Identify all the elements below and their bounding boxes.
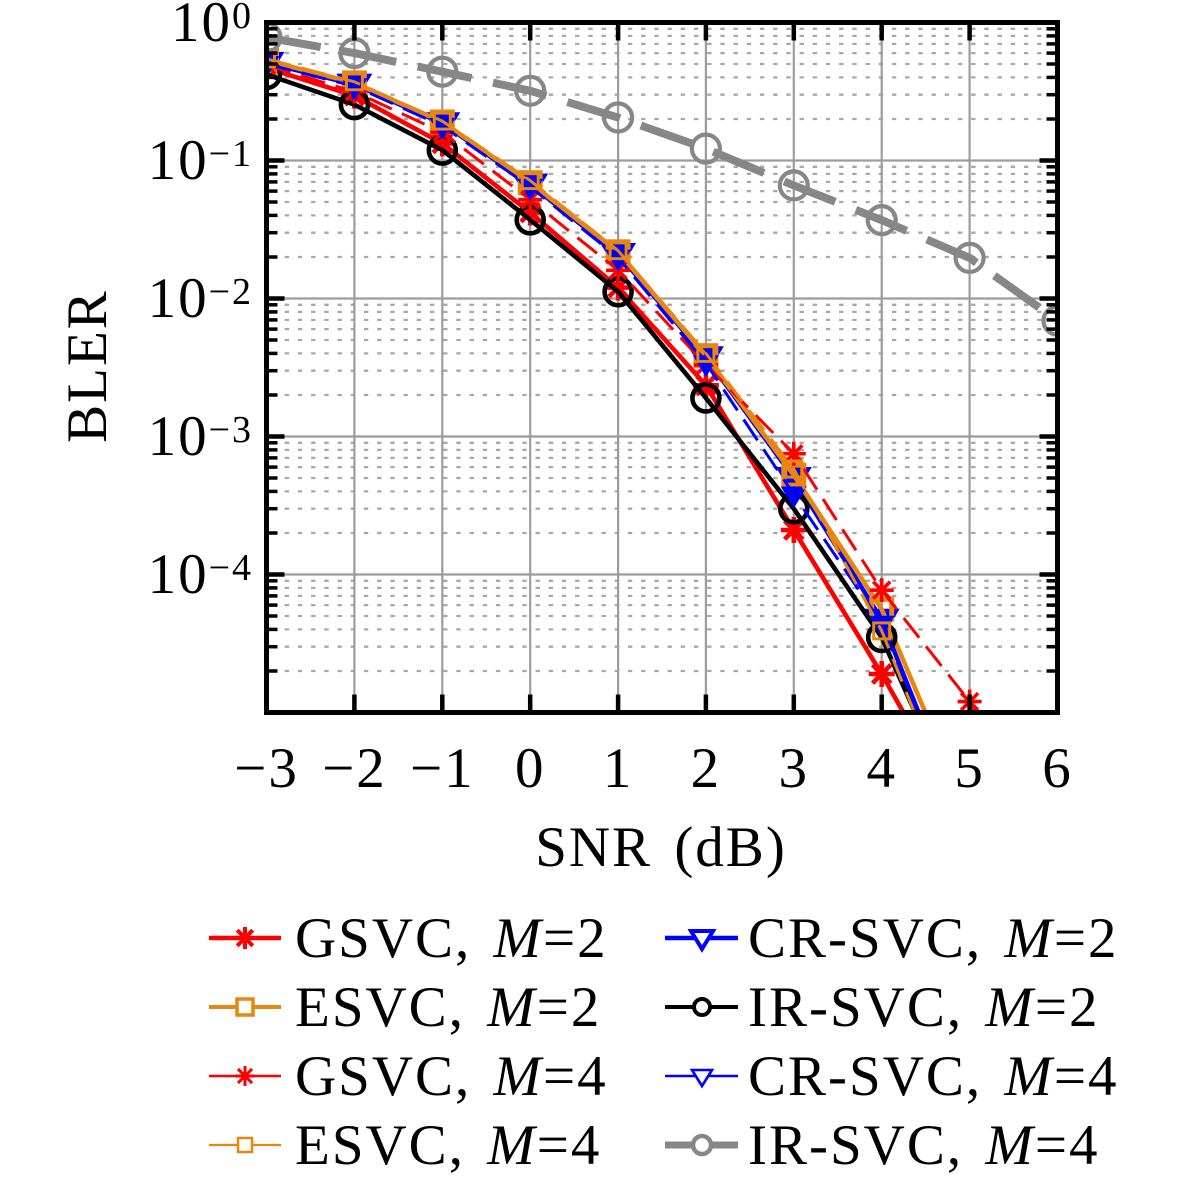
svg-text:GSVC, M=4: GSVC, M=4 [295, 1045, 608, 1108]
svg-text:−1: −1 [410, 737, 475, 800]
svg-text:−2: −2 [322, 737, 387, 800]
svg-text:2: 2 [691, 737, 722, 800]
svg-text:ESVC, M=4: ESVC, M=4 [295, 1114, 601, 1177]
svg-text:6: 6 [1042, 737, 1073, 800]
svg-text:5: 5 [954, 737, 985, 800]
svg-text:1: 1 [603, 737, 634, 800]
svg-text:3: 3 [779, 737, 810, 800]
svg-text:SNR (dB): SNR (dB) [535, 816, 787, 879]
svg-text:CR-SVC, M=4: CR-SVC, M=4 [748, 1045, 1119, 1108]
svg-text:IR-SVC, M=4: IR-SVC, M=4 [748, 1114, 1100, 1177]
svg-text:4: 4 [866, 737, 897, 800]
svg-text:ESVC, M=2: ESVC, M=2 [295, 976, 601, 1039]
svg-text:GSVC, M=2: GSVC, M=2 [295, 907, 608, 970]
svg-text:BLER: BLER [56, 289, 119, 443]
svg-text:−3: −3 [234, 737, 299, 800]
svg-text:CR-SVC, M=2: CR-SVC, M=2 [748, 907, 1119, 970]
svg-text:10−1: 10−1 [148, 129, 253, 192]
svg-text:IR-SVC, M=2: IR-SVC, M=2 [748, 976, 1100, 1039]
svg-text:0: 0 [515, 737, 546, 800]
